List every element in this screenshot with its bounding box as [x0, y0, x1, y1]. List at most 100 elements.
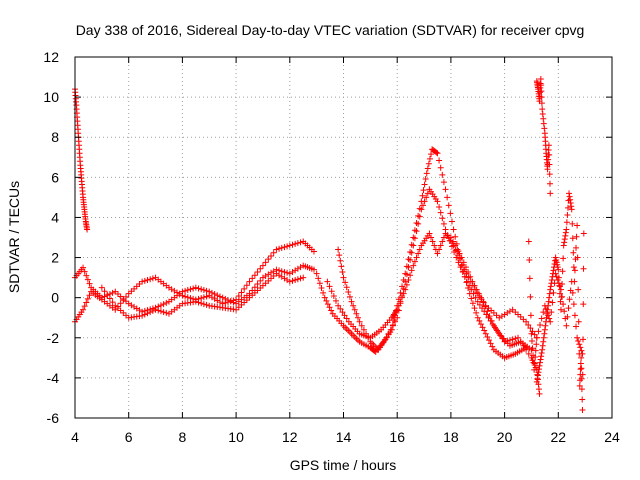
data-point	[360, 326, 367, 333]
data-point	[556, 283, 563, 290]
satellite-track-11	[525, 238, 586, 373]
data-point	[270, 249, 277, 256]
data-point	[184, 294, 191, 301]
data-point	[559, 268, 566, 275]
data-point	[397, 289, 404, 296]
data-point	[556, 290, 563, 297]
data-point	[561, 236, 568, 243]
data-point	[328, 307, 335, 314]
data-point	[560, 255, 567, 262]
data-point	[535, 328, 542, 335]
data-point	[489, 343, 496, 350]
data-point	[486, 337, 493, 344]
data-point	[535, 366, 542, 373]
data-point	[566, 190, 573, 197]
data-point	[546, 180, 553, 187]
data-point	[408, 249, 415, 256]
data-point	[540, 338, 547, 345]
data-point	[289, 277, 296, 284]
data-point	[439, 238, 446, 245]
data-point	[192, 298, 199, 305]
data-point	[471, 305, 478, 312]
data-point	[405, 264, 412, 271]
data-point	[413, 254, 420, 261]
data-point	[564, 204, 571, 211]
data-point	[575, 318, 582, 325]
data-point	[448, 218, 455, 225]
data-point	[532, 354, 539, 361]
data-point	[456, 250, 463, 257]
data-point	[531, 360, 538, 367]
data-point	[351, 306, 358, 313]
data-point	[579, 406, 586, 413]
data-point	[434, 250, 441, 257]
data-point	[192, 284, 199, 291]
data-point	[515, 334, 522, 341]
data-point	[569, 235, 576, 242]
data-point	[527, 312, 534, 319]
data-point	[497, 332, 504, 339]
data-point	[429, 238, 436, 245]
data-point	[547, 286, 554, 293]
data-point	[537, 359, 544, 366]
data-point	[546, 161, 553, 168]
data-point	[538, 88, 545, 95]
data-point	[467, 273, 474, 280]
data-point	[345, 289, 352, 296]
data-point	[336, 252, 343, 259]
data-point	[219, 294, 226, 301]
data-point	[80, 264, 87, 271]
data-point	[537, 356, 544, 363]
data-point	[447, 234, 454, 241]
data-point	[452, 233, 459, 240]
data-point	[490, 322, 497, 329]
data-point	[580, 336, 587, 343]
data-point	[200, 301, 207, 308]
data-point	[356, 318, 363, 325]
data-point	[426, 155, 433, 162]
data-point	[332, 297, 339, 304]
data-point	[203, 301, 210, 308]
data-point	[315, 275, 322, 282]
data-point	[580, 265, 587, 272]
data-point	[400, 290, 407, 297]
data-point	[297, 275, 304, 282]
x-axis-label: GPS time / hours	[290, 457, 397, 473]
data-point	[548, 277, 555, 284]
data-point	[326, 304, 333, 311]
data-point	[546, 151, 553, 158]
data-point	[147, 276, 154, 283]
data-point	[259, 262, 266, 269]
data-point	[198, 300, 205, 307]
y-tick-label: 6	[51, 169, 59, 185]
data-point	[420, 187, 427, 194]
data-point	[354, 314, 361, 321]
data-point	[526, 256, 533, 263]
data-point	[531, 331, 538, 338]
data-point	[300, 274, 307, 281]
x-tick-label: 12	[282, 429, 298, 445]
data-point	[541, 326, 548, 333]
data-point	[573, 323, 580, 330]
data-point	[139, 278, 146, 285]
data-point	[84, 276, 91, 283]
data-point	[227, 298, 234, 305]
data-point	[487, 340, 494, 347]
data-point	[520, 342, 527, 349]
data-point	[538, 100, 545, 107]
data-point	[281, 268, 288, 275]
data-point	[576, 341, 583, 348]
data-point	[320, 289, 327, 296]
data-point	[529, 345, 536, 352]
data-point	[538, 82, 545, 89]
data-point	[294, 240, 301, 247]
data-point	[563, 219, 570, 226]
data-point	[292, 240, 299, 247]
data-point	[525, 321, 532, 328]
data-point	[273, 246, 280, 253]
data-point	[428, 151, 435, 158]
data-point	[141, 277, 148, 284]
y-tick-labels: -6 -4 -2 0 2 4 6 8 10 12	[43, 49, 59, 426]
data-point	[235, 293, 242, 300]
